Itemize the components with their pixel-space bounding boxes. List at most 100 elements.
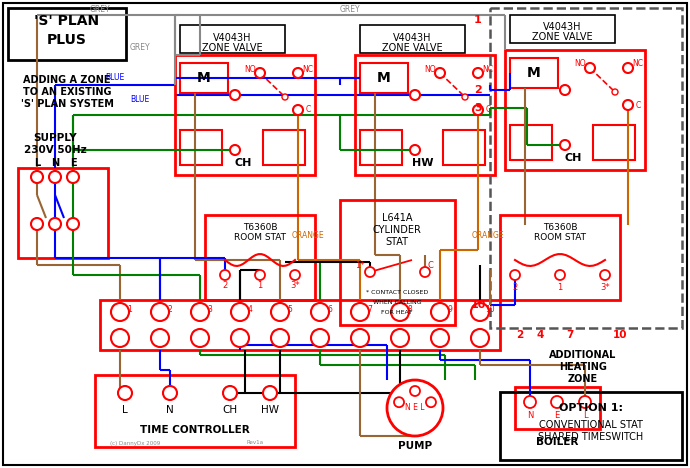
Bar bbox=[340, 200, 455, 325]
Circle shape bbox=[255, 270, 265, 280]
Text: L641A: L641A bbox=[382, 213, 412, 223]
Text: NC: NC bbox=[302, 65, 313, 73]
Text: C: C bbox=[485, 105, 491, 115]
Text: SUPPLY: SUPPLY bbox=[33, 133, 77, 143]
Text: T6360B: T6360B bbox=[243, 224, 277, 233]
Bar bbox=[505, 50, 645, 170]
Text: OPTION 1:: OPTION 1: bbox=[559, 403, 623, 413]
Text: STAT: STAT bbox=[386, 237, 408, 247]
Circle shape bbox=[585, 63, 595, 73]
Text: L: L bbox=[582, 410, 587, 419]
Text: 9: 9 bbox=[448, 306, 453, 314]
Text: 1: 1 bbox=[128, 306, 132, 314]
Text: CH: CH bbox=[564, 153, 582, 163]
Circle shape bbox=[431, 329, 449, 347]
Circle shape bbox=[255, 68, 265, 78]
Text: BLUE: BLUE bbox=[106, 73, 125, 82]
Circle shape bbox=[473, 68, 483, 78]
Text: N: N bbox=[51, 158, 59, 168]
Text: PLUS: PLUS bbox=[47, 33, 87, 47]
Circle shape bbox=[510, 270, 520, 280]
Text: 2: 2 bbox=[168, 306, 172, 314]
Text: HEATING: HEATING bbox=[559, 362, 607, 372]
Bar bbox=[263, 130, 305, 165]
Circle shape bbox=[263, 386, 277, 400]
Circle shape bbox=[31, 171, 43, 183]
Bar bbox=[515, 387, 600, 429]
Bar bbox=[443, 130, 485, 165]
Text: * CONTACT CLOSED: * CONTACT CLOSED bbox=[366, 290, 428, 294]
Circle shape bbox=[410, 90, 420, 100]
Circle shape bbox=[560, 140, 570, 150]
Circle shape bbox=[471, 329, 489, 347]
Bar bbox=[18, 168, 108, 258]
Text: ADDING A ZONE: ADDING A ZONE bbox=[23, 75, 111, 85]
Text: E: E bbox=[554, 410, 560, 419]
Circle shape bbox=[230, 145, 240, 155]
Text: NO: NO bbox=[244, 65, 256, 73]
Text: CYLINDER: CYLINDER bbox=[373, 225, 422, 235]
Bar bbox=[510, 125, 552, 160]
Text: Rev1a: Rev1a bbox=[246, 440, 264, 446]
Circle shape bbox=[191, 329, 209, 347]
Circle shape bbox=[111, 329, 129, 347]
Text: 2: 2 bbox=[513, 283, 518, 292]
Circle shape bbox=[293, 105, 303, 115]
Circle shape bbox=[163, 386, 177, 400]
Text: C: C bbox=[306, 105, 310, 115]
Text: NC: NC bbox=[482, 65, 493, 73]
Circle shape bbox=[600, 270, 610, 280]
Text: N: N bbox=[166, 405, 174, 415]
Text: ZONE VALVE: ZONE VALVE bbox=[201, 43, 262, 53]
Text: N E L: N E L bbox=[405, 403, 425, 412]
Circle shape bbox=[67, 218, 79, 230]
Text: 8: 8 bbox=[408, 306, 413, 314]
Circle shape bbox=[391, 303, 409, 321]
Bar bbox=[100, 300, 500, 350]
Text: 7: 7 bbox=[566, 330, 573, 340]
Bar bbox=[510, 58, 558, 88]
Text: PUMP: PUMP bbox=[398, 441, 432, 451]
Circle shape bbox=[471, 303, 489, 321]
Text: 4: 4 bbox=[248, 306, 253, 314]
Circle shape bbox=[560, 85, 570, 95]
Bar bbox=[8, 8, 126, 60]
Circle shape bbox=[473, 105, 483, 115]
Circle shape bbox=[420, 267, 430, 277]
Text: ZONE: ZONE bbox=[568, 374, 598, 384]
Text: M: M bbox=[377, 71, 391, 85]
Text: 'S' PLAN: 'S' PLAN bbox=[34, 14, 99, 28]
Circle shape bbox=[410, 386, 420, 396]
Bar bbox=[500, 392, 682, 460]
Circle shape bbox=[67, 171, 79, 183]
Bar bbox=[355, 55, 495, 175]
Text: NO: NO bbox=[424, 65, 436, 73]
Circle shape bbox=[551, 396, 563, 408]
Text: TO AN EXISTING: TO AN EXISTING bbox=[23, 87, 111, 97]
Text: ZONE VALVE: ZONE VALVE bbox=[532, 32, 592, 42]
Circle shape bbox=[391, 329, 409, 347]
Text: C: C bbox=[635, 101, 640, 110]
Circle shape bbox=[49, 218, 61, 230]
Bar bbox=[510, 15, 615, 43]
Text: 2: 2 bbox=[474, 85, 482, 95]
Text: ORANGE: ORANGE bbox=[472, 231, 504, 240]
Bar bbox=[490, 8, 682, 328]
Text: E: E bbox=[70, 158, 77, 168]
Text: 1*: 1* bbox=[355, 261, 365, 270]
Text: CH: CH bbox=[235, 158, 252, 168]
Circle shape bbox=[271, 329, 289, 347]
Circle shape bbox=[111, 303, 129, 321]
Circle shape bbox=[223, 386, 237, 400]
Text: TIME CONTROLLER: TIME CONTROLLER bbox=[140, 425, 250, 435]
Text: 6: 6 bbox=[328, 306, 333, 314]
Text: ORANGE: ORANGE bbox=[292, 231, 324, 240]
Circle shape bbox=[351, 329, 369, 347]
Bar bbox=[180, 63, 228, 93]
Text: 5: 5 bbox=[288, 306, 293, 314]
Text: M: M bbox=[197, 71, 211, 85]
Text: 2: 2 bbox=[516, 330, 524, 340]
Text: T6360B: T6360B bbox=[543, 224, 578, 233]
Text: WHEN CALLING: WHEN CALLING bbox=[373, 300, 422, 305]
Bar bbox=[360, 63, 408, 93]
